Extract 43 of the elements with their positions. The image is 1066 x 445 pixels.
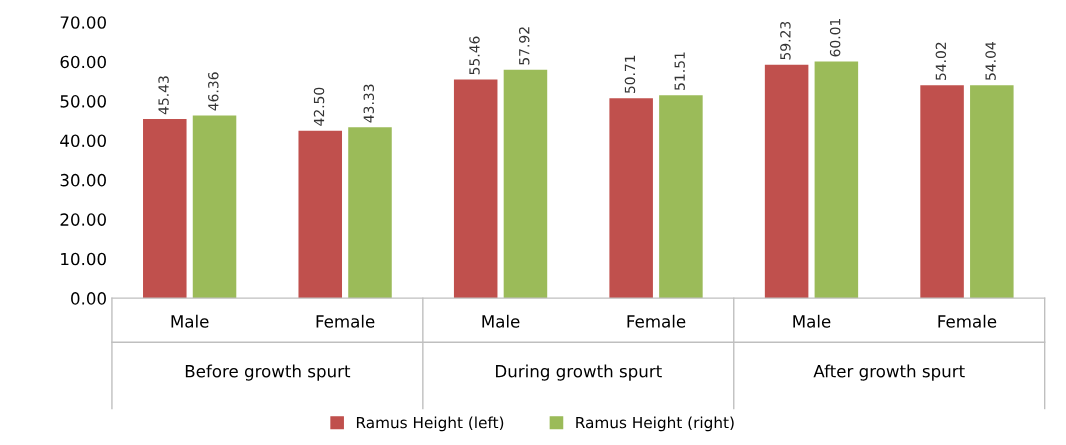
y-tick-label: 0.00 — [71, 292, 106, 305]
data-label: 51.51 — [674, 52, 685, 90]
bar — [970, 85, 1014, 299]
bar — [298, 130, 343, 299]
bar — [192, 115, 237, 299]
x-tick-label: Female — [627, 314, 686, 328]
text: Before growth spurt — [185, 364, 351, 381]
data-label: 59.23 — [780, 21, 791, 60]
bar — [814, 61, 859, 299]
data-label: 45.43 — [158, 76, 169, 115]
data-label: 50.71 — [624, 55, 636, 94]
y-tick-label: 40.00 — [60, 134, 106, 148]
bar — [764, 64, 809, 299]
x-tick-label: Male — [793, 314, 831, 328]
y-tick-label: 50.00 — [60, 95, 106, 108]
data-label: 55.46 — [469, 36, 480, 75]
data-label: 42.50 — [313, 87, 325, 126]
y-tick-label: 30.00 — [60, 173, 106, 187]
text: After growth spurt — [813, 364, 965, 381]
x-tick-label: Male — [171, 314, 209, 328]
y-tick-label: 60.00 — [60, 55, 106, 69]
bar — [143, 119, 187, 299]
bar — [659, 95, 703, 299]
data-label: 60.01 — [829, 18, 841, 57]
text: During growth spurt — [496, 364, 662, 381]
x-tick-label: Male — [482, 314, 520, 328]
bar — [453, 79, 498, 299]
y-tick-label: 10.00 — [61, 252, 106, 266]
legend-label: Ramus Height (right) — [576, 416, 734, 432]
bar — [503, 69, 548, 299]
x-tick-label: Female — [938, 314, 997, 328]
bar — [609, 98, 653, 299]
bar — [348, 127, 392, 299]
bar — [920, 85, 964, 299]
data-label: 54.04 — [985, 42, 996, 80]
data-label: 57.92 — [518, 27, 530, 65]
legend-label: Ramus Height (left) — [356, 416, 504, 432]
data-label: 46.36 — [208, 72, 219, 111]
y-tick-label: 70.00 — [60, 16, 106, 29]
data-label: 54.02 — [935, 42, 947, 80]
y-tick-label: 20.00 — [60, 213, 106, 226]
x-tick-label: Female — [316, 314, 375, 328]
data-label: 43.33 — [363, 84, 375, 123]
